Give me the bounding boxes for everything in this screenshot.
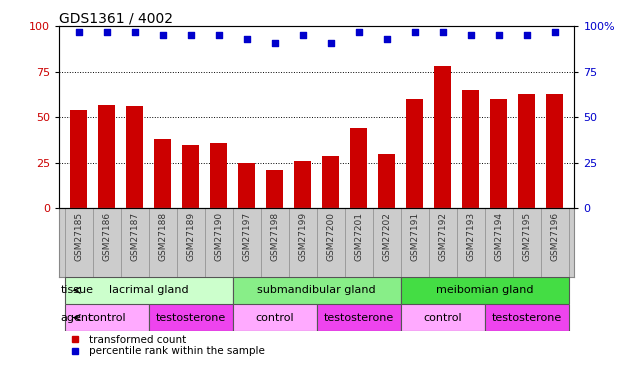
Bar — [406, 99, 423, 208]
Text: control: control — [424, 313, 462, 322]
Text: GSM27189: GSM27189 — [186, 212, 195, 261]
Point — [270, 40, 279, 46]
Bar — [70, 110, 87, 209]
Text: GSM27197: GSM27197 — [242, 212, 251, 261]
Point — [466, 32, 476, 38]
Point — [550, 29, 560, 35]
Point — [297, 32, 307, 38]
Bar — [233, 304, 317, 331]
Text: testosterone: testosterone — [324, 313, 394, 322]
Text: GSM27193: GSM27193 — [466, 212, 475, 261]
Point — [242, 36, 252, 42]
Text: GSM27188: GSM27188 — [158, 212, 167, 261]
Text: GSM27190: GSM27190 — [214, 212, 223, 261]
Bar — [154, 139, 171, 208]
Text: GSM27186: GSM27186 — [102, 212, 111, 261]
Text: meibomian gland: meibomian gland — [436, 285, 533, 295]
Text: control: control — [88, 313, 126, 322]
Bar — [294, 161, 311, 209]
Text: GSM27196: GSM27196 — [550, 212, 560, 261]
Text: testosterone: testosterone — [492, 313, 562, 322]
Point — [438, 29, 448, 35]
Bar — [182, 145, 199, 208]
Text: control: control — [255, 313, 294, 322]
Bar — [434, 66, 451, 209]
Bar — [322, 156, 339, 209]
Bar — [378, 154, 395, 209]
Bar — [491, 99, 507, 208]
Point — [522, 32, 532, 38]
Text: agent: agent — [60, 313, 93, 322]
Text: testosterone: testosterone — [155, 313, 226, 322]
Bar — [65, 304, 148, 331]
Point — [102, 29, 112, 35]
Bar — [317, 304, 401, 331]
Text: GSM27195: GSM27195 — [522, 212, 532, 261]
Text: GSM27200: GSM27200 — [326, 212, 335, 261]
Legend: transformed count, percentile rank within the sample: transformed count, percentile rank withi… — [64, 335, 265, 356]
Text: GSM27191: GSM27191 — [410, 212, 419, 261]
Bar — [266, 170, 283, 208]
Point — [158, 32, 168, 38]
Bar — [65, 277, 233, 304]
Text: GSM27187: GSM27187 — [130, 212, 139, 261]
Point — [214, 32, 224, 38]
Bar — [350, 128, 367, 208]
Text: GSM27198: GSM27198 — [270, 212, 279, 261]
Text: lacrimal gland: lacrimal gland — [109, 285, 188, 295]
Bar — [485, 304, 569, 331]
Bar — [98, 105, 115, 209]
Point — [410, 29, 420, 35]
Bar — [148, 304, 233, 331]
Text: GSM27194: GSM27194 — [494, 212, 503, 261]
Bar — [238, 163, 255, 209]
Point — [186, 32, 196, 38]
Text: submandibular gland: submandibular gland — [257, 285, 376, 295]
Bar — [126, 106, 143, 208]
Point — [354, 29, 364, 35]
Text: GSM27202: GSM27202 — [383, 212, 391, 261]
Bar — [233, 277, 401, 304]
Bar — [519, 94, 535, 208]
Point — [74, 29, 84, 35]
Bar — [463, 90, 479, 209]
Bar — [401, 277, 569, 304]
Point — [326, 40, 336, 46]
Point — [130, 29, 140, 35]
Text: tissue: tissue — [60, 285, 93, 295]
Bar — [546, 94, 563, 208]
Point — [382, 36, 392, 42]
Bar — [401, 304, 485, 331]
Text: GSM27192: GSM27192 — [438, 212, 447, 261]
Text: GDS1361 / 4002: GDS1361 / 4002 — [59, 11, 173, 25]
Text: GSM27199: GSM27199 — [298, 212, 307, 261]
Text: GSM27185: GSM27185 — [74, 212, 83, 261]
Point — [494, 32, 504, 38]
Bar — [211, 143, 227, 208]
Text: GSM27201: GSM27201 — [354, 212, 363, 261]
